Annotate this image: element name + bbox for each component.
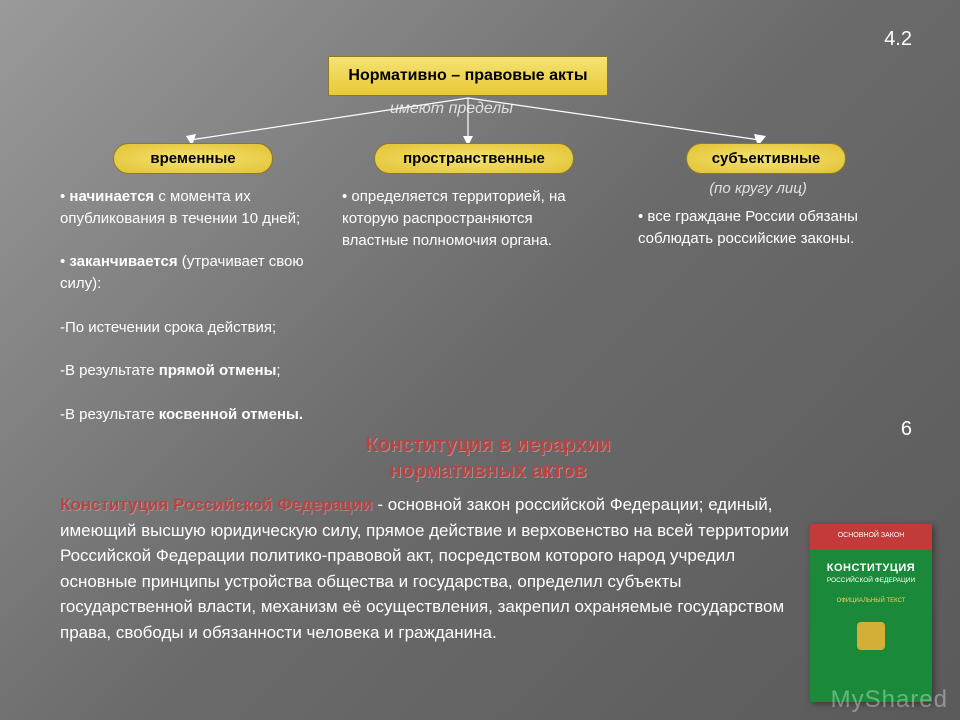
- diagram-title: Нормативно – правовые акты: [328, 56, 608, 96]
- subjective-sublabel: (по кругу лиц): [638, 178, 878, 200]
- paragraph-rest: - основной закон российской Федерации; е…: [60, 495, 789, 642]
- column-temporal-text: • начинается с момента их опубликования …: [60, 186, 330, 425]
- pill-spatial: пространственные: [374, 143, 574, 174]
- paragraph-lead: Конституция Российской Федерации: [60, 495, 373, 514]
- book-title: КОНСТИТУЦИЯ: [816, 562, 926, 574]
- slide-number-mid: 6: [901, 418, 912, 441]
- book-top-stripe: ОСНОВНОЙ ЗАКОН: [810, 524, 932, 550]
- column-spatial-text: • определяется территорией, на которую р…: [342, 186, 602, 251]
- column-subjective-text: (по кругу лиц) • все граждане России обя…: [638, 178, 878, 249]
- section-heading: Конституция в иерархии нормативных актов: [318, 432, 658, 484]
- slide-number-top: 4.2: [884, 28, 912, 51]
- watermark: MyShared: [831, 686, 948, 714]
- book-subtitle: РОССИЙСКОЙ ФЕДЕРАЦИИ: [816, 577, 926, 584]
- constitution-paragraph: Конституция Российской Федерации - основ…: [60, 492, 800, 645]
- subjective-body: • все граждане России обязаны соблюдать …: [638, 208, 858, 247]
- constitution-book-image: ОСНОВНОЙ ЗАКОН КОНСТИТУЦИЯ РОССИЙСКОЙ ФЕ…: [810, 524, 932, 702]
- book-cover: КОНСТИТУЦИЯ РОССИЙСКОЙ ФЕДЕРАЦИИ ОФИЦИАЛ…: [810, 550, 932, 702]
- book-official-text: ОФИЦИАЛЬНЫЙ ТЕКСТ: [816, 598, 926, 604]
- pill-temporal: временные: [113, 143, 273, 174]
- book-emblem-icon: [857, 622, 885, 650]
- limits-label: имеют пределы: [390, 100, 513, 118]
- pill-subjective: субъективные: [686, 143, 846, 174]
